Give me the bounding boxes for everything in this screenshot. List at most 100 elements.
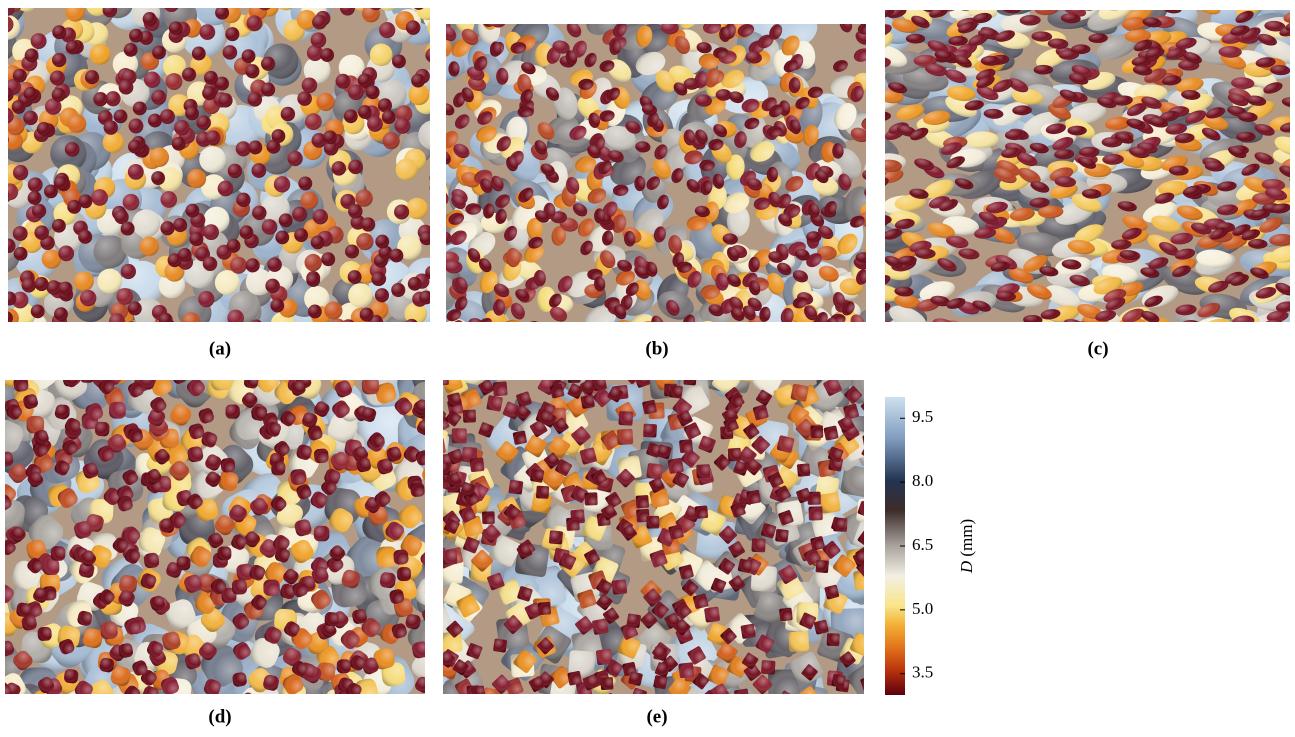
particle-shade: [425, 48, 440, 63]
particle-shade: [311, 32, 327, 48]
particle-shade: [227, 239, 241, 253]
particle-shade: [128, 164, 144, 180]
particle-shade: [348, 160, 363, 175]
particle-shade: [308, 305, 322, 319]
particle-shade: [90, 44, 111, 65]
particle: [680, 321, 697, 342]
panel-image: [0, 0, 459, 349]
particle-shade: [203, 224, 219, 240]
particle-shade: [418, 120, 448, 150]
panel: (e): [410, 349, 895, 728]
particle-shade: [248, 92, 263, 107]
panel-label: (c): [1087, 338, 1108, 359]
particle-shade: [410, 693, 427, 710]
particle-shade: [202, 86, 216, 100]
particle-shade: [68, 114, 87, 133]
particle-shade: [226, 404, 240, 418]
particle: [0, 132, 9, 147]
particle-shade: [865, 295, 888, 312]
particle-shade: [219, 0, 233, 8]
particle-shade: [151, 171, 165, 185]
particle-shade: [129, 119, 144, 134]
particle-shade: [314, 526, 330, 542]
particle-shade: [143, 12, 157, 26]
particle-shade: [65, 323, 79, 337]
particle-shade: [311, 235, 325, 249]
panel-image: [410, 349, 895, 727]
particle-shade: [420, 231, 434, 245]
particle-shade: [51, 546, 66, 561]
particle-shade: [300, 192, 318, 210]
panel-image: [847, 0, 1295, 345]
particle-shade: [91, 189, 108, 206]
particle-shade: [305, 113, 322, 130]
particle-shade: [199, 24, 215, 40]
particle-shade: [232, 579, 247, 594]
particle: [1155, 323, 1178, 337]
particle-shade: [261, 57, 275, 71]
particle-shade: [348, 204, 362, 218]
particle-shade: [152, 46, 166, 60]
particle-shade: [253, 695, 269, 711]
particle-shade: [176, 556, 191, 571]
particle-shade: [394, 118, 410, 134]
particle: [0, 227, 8, 246]
particle-shade: [866, 168, 886, 178]
particle-shade: [419, 291, 433, 305]
panel: (d): [0, 345, 453, 730]
particle-shade: [230, 257, 247, 274]
particle-shade: [312, 15, 327, 30]
particle-shade: [173, 218, 187, 232]
particle-shade: [246, 15, 262, 31]
particle: [351, 361, 370, 380]
particle-shade: [24, 87, 38, 101]
particle-shade: [103, 132, 124, 153]
particle: [257, 323, 275, 341]
particle-shade: [37, 627, 51, 641]
particle-shade: [160, 221, 174, 235]
particle-shade: [220, 458, 235, 473]
particle-shade: [52, 219, 66, 233]
particle-shade: [148, 114, 162, 128]
particle-shade: [968, 0, 991, 10]
particle-shade: [116, 288, 133, 305]
particle-shade: [248, 141, 262, 155]
particle-shade: [123, 194, 140, 211]
particle-shade: [172, 137, 186, 151]
particle-shade: [132, 209, 160, 237]
particle: [403, 0, 422, 7]
particle: [5, 0, 20, 8]
particle-shade: [680, 321, 697, 342]
particle-shade: [272, 315, 295, 338]
particle-shade: [218, 93, 232, 107]
particle: [811, 5, 833, 24]
particle-shade: [14, 247, 28, 261]
particle-shade: [1096, 0, 1127, 12]
particle: [1121, 0, 1142, 9]
particle-shade: [56, 405, 70, 419]
particle-shade: [344, 109, 358, 123]
particle-shade: [245, 64, 259, 78]
particle-shade: [794, 320, 822, 342]
particle-shade: [31, 304, 45, 318]
particle-shade: [316, 93, 334, 111]
particle-shade: [1155, 323, 1178, 337]
particle-shade: [121, 264, 136, 279]
panel: (a): [0, 0, 459, 359]
particle-shade: [362, 4, 380, 22]
particle-shade: [423, 579, 446, 602]
particle-shade: [864, 64, 880, 82]
particle-shade: [1087, 0, 1111, 7]
particle-shade: [290, 469, 307, 486]
particle-shade: [0, 90, 5, 104]
particle-shade: [192, 47, 206, 61]
particle-shade: [240, 225, 254, 239]
particle: [0, 157, 7, 171]
particle-shade: [160, 109, 175, 124]
particle-shade: [59, 282, 73, 296]
particle-shade: [64, 669, 79, 684]
particle-shade: [396, 158, 418, 180]
particle-shade: [95, 421, 110, 436]
particle: [1240, 322, 1273, 341]
particle-shade: [199, 146, 226, 173]
